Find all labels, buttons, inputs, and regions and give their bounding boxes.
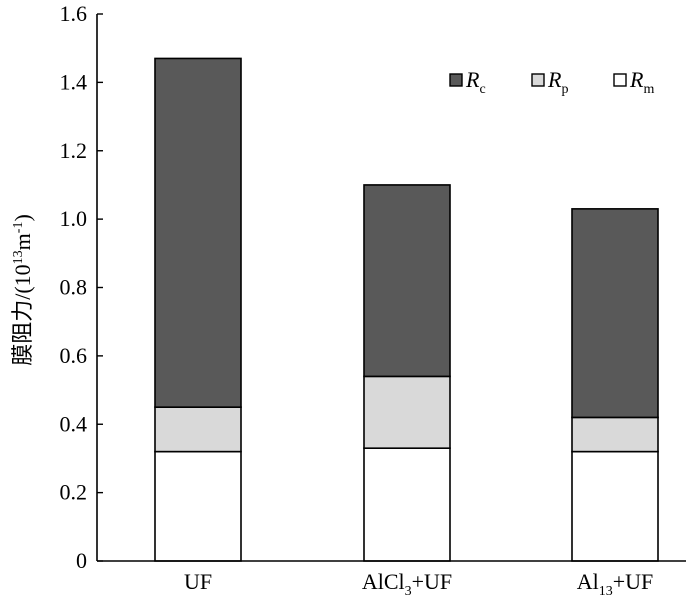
bar-rc-1 <box>154 57 242 408</box>
x-tick-label: Al13+UF <box>577 569 654 599</box>
y-tick-label: 1.4 <box>60 69 88 94</box>
bar-rc-3 <box>571 208 659 419</box>
legend: Rc Rp Rm <box>449 67 654 97</box>
legend-swatch-rc <box>449 73 463 87</box>
x-tick-label: UF <box>184 569 212 594</box>
y-tick-label: 0.4 <box>60 411 88 436</box>
legend-label-rc: Rc <box>465 67 486 97</box>
y-tick-label: 1.0 <box>60 206 88 231</box>
y-axis-label: 膜阻力/(1013m-1) <box>10 214 35 366</box>
bar-rm-2 <box>363 447 451 562</box>
bars <box>154 57 659 562</box>
legend-label-rp: Rp <box>547 67 568 97</box>
legend-label-rm: Rm <box>629 67 654 97</box>
y-tick-label: 1.2 <box>60 138 88 163</box>
bar-rm-3 <box>571 450 659 562</box>
legend-swatch-rp <box>531 73 545 87</box>
bar-rc-2 <box>363 184 451 378</box>
bar-rm-1 <box>154 450 242 562</box>
y-tick-label: 0 <box>76 548 87 573</box>
bar-rp-3 <box>571 416 659 453</box>
y-tick-label: 1.6 <box>60 1 88 26</box>
bar-rp-1 <box>154 406 242 453</box>
y-tick-label: 0.6 <box>60 343 88 368</box>
axes: 0 0.2 0.4 0.6 0.8 1.0 1.2 1.4 1.6 UF AlCl3+UF Al13+… <box>60 1 686 599</box>
bar-rp-2 <box>363 375 451 449</box>
legend-swatch-rm <box>613 73 627 87</box>
x-tick-label: AlCl3+UF <box>362 569 452 599</box>
y-tick-label: 0.2 <box>60 480 88 505</box>
y-tick-label: 0.8 <box>60 275 88 300</box>
